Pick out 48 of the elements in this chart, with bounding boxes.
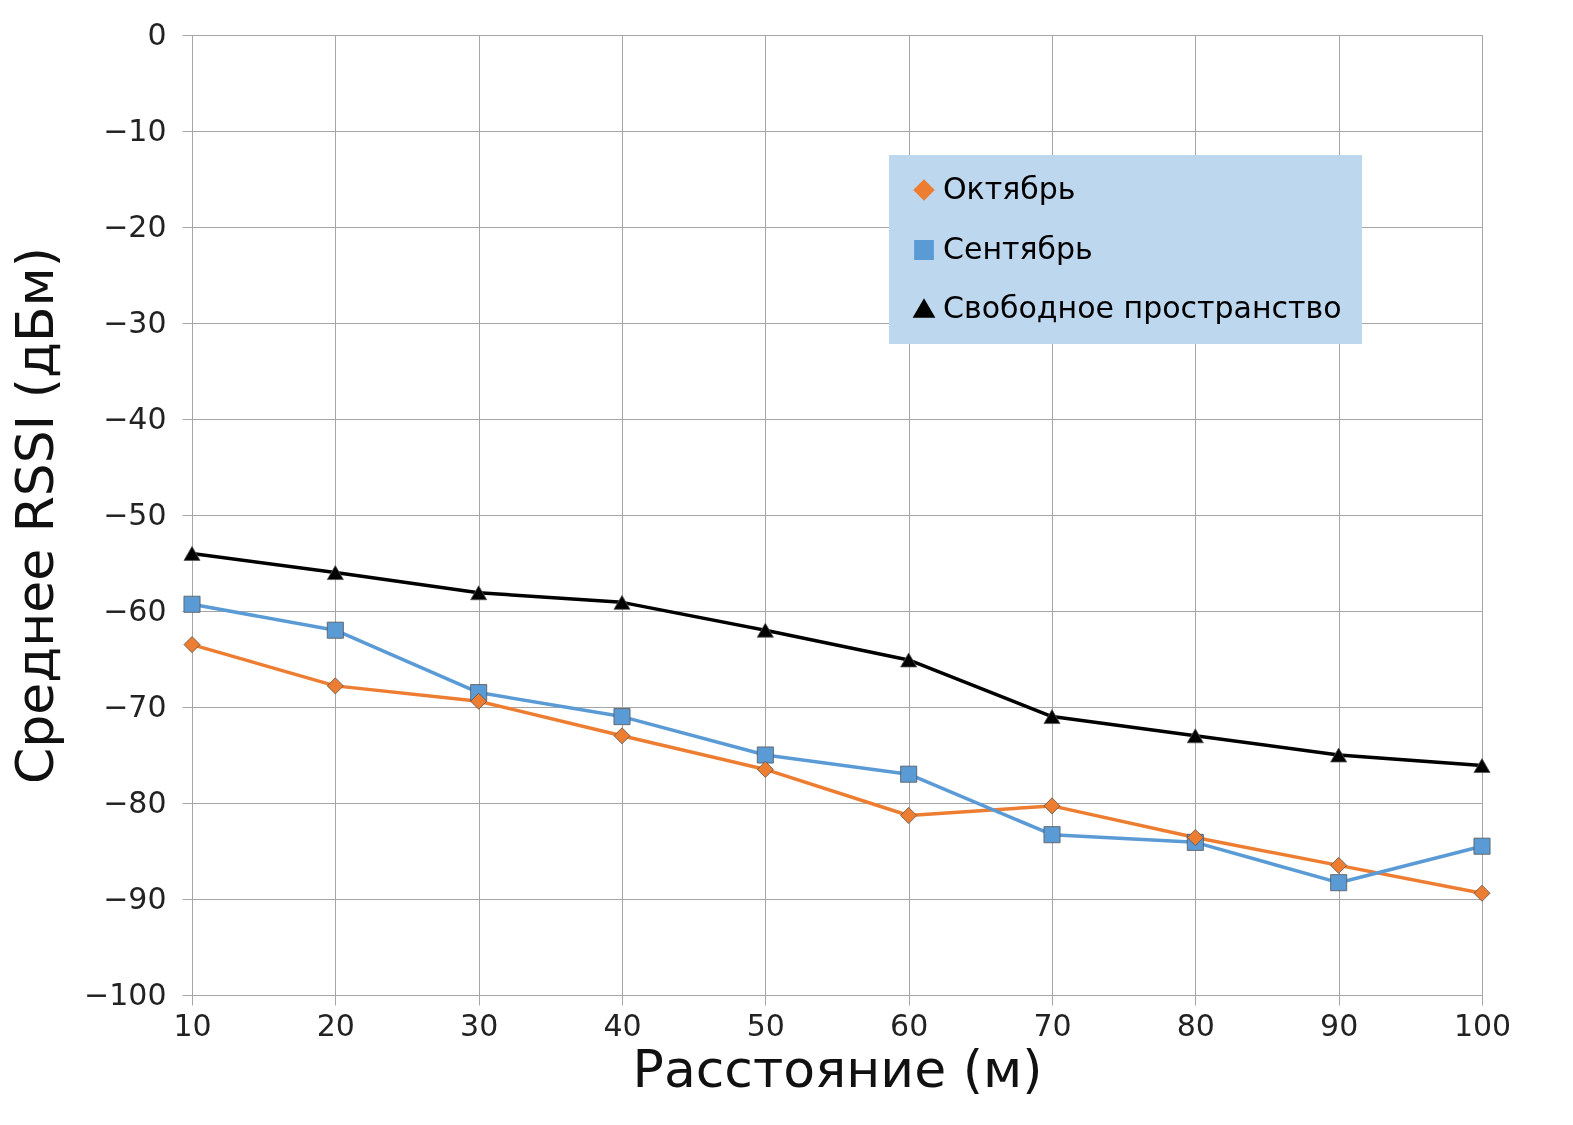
y-tick-label: −30 (103, 304, 167, 340)
point (326, 621, 344, 639)
point (1473, 758, 1491, 773)
point (900, 652, 918, 668)
y-tick-label: −20 (103, 208, 167, 244)
point (1043, 797, 1061, 815)
point (183, 636, 201, 654)
legend-label: Сентябрь (943, 231, 1093, 266)
y-tick-label: −70 (103, 688, 167, 724)
point (1330, 747, 1348, 763)
x-tick-label: 10 (173, 1007, 212, 1043)
point (613, 708, 631, 726)
y-axis-title: Среднее RSSI (дБм) (5, 246, 66, 785)
point (1473, 837, 1491, 855)
point (470, 692, 488, 710)
point (613, 594, 631, 610)
point (470, 585, 488, 601)
x-tick-label: 90 (1320, 1007, 1359, 1043)
point (326, 677, 344, 695)
point (900, 807, 918, 824)
point (756, 622, 774, 638)
y-tick-label: −100 (84, 976, 167, 1012)
y-tick-label: −40 (103, 400, 167, 436)
point (613, 727, 631, 745)
legend-label: Свободное пространство (943, 290, 1342, 325)
y-tick-label: −80 (103, 784, 167, 820)
y-tick-label: −50 (103, 496, 167, 532)
point (1330, 856, 1348, 874)
point (756, 746, 774, 764)
point (900, 765, 918, 783)
point (1330, 874, 1348, 892)
point (1043, 826, 1061, 844)
y-tick-label: −10 (103, 112, 167, 148)
y-tick-label: −60 (103, 592, 167, 628)
point (1043, 709, 1061, 724)
y-tick-label: 0 (147, 16, 167, 52)
x-tick-label: 20 (316, 1007, 355, 1043)
point (183, 546, 201, 561)
x-tick-label: 30 (460, 1007, 499, 1043)
x-tick-label: 100 (1453, 1007, 1512, 1043)
point (326, 565, 344, 580)
point (1473, 884, 1491, 902)
point (1186, 728, 1204, 744)
point (1186, 829, 1204, 847)
point (756, 760, 774, 778)
legend-label: Октябрь (943, 171, 1076, 206)
y-tick-label: −90 (103, 880, 167, 916)
x-tick-label: 80 (1176, 1007, 1215, 1043)
